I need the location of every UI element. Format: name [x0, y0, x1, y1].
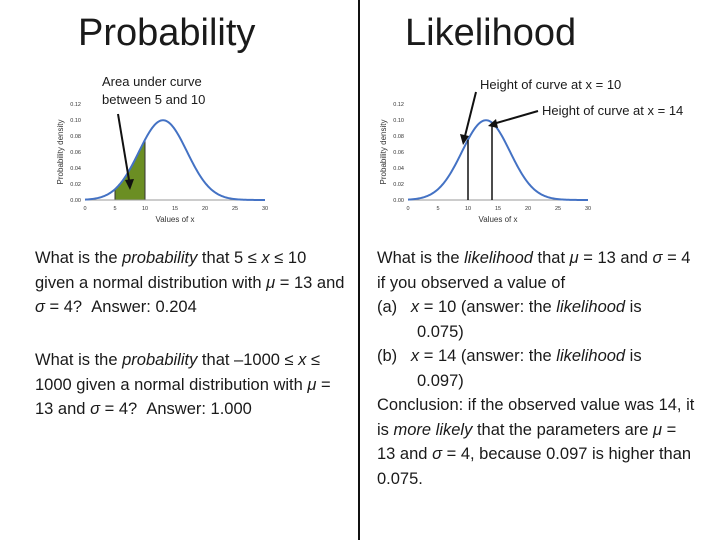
y-tick-label: 0.08 [70, 134, 81, 140]
x-tick-label: 0 [406, 206, 409, 212]
probability-chart: 0 5 10 15 20 25 30 0.00 0.02 0.04 0.06 0.08 0.10 0.12… [56, 102, 268, 224]
likelihood-title: Likelihood [405, 12, 577, 54]
y-tick-label: 0.04 [393, 166, 404, 172]
density-curve [407, 119, 588, 201]
x-tick-label: 25 [555, 206, 561, 212]
y-tick-label: 0.06 [393, 150, 404, 156]
area-arrow [117, 113, 134, 190]
x-tick-label: 10 [142, 206, 148, 212]
item-b: (b) x = 14 (answer: the likelihood is [377, 347, 642, 365]
y-axis-label: Probability density [379, 120, 388, 185]
x-tick-label: 15 [495, 206, 501, 212]
area-annotation-line2: between 5 and 10 [102, 92, 206, 107]
question-1: What is the probability that 5 ≤ x ≤ 10 … [35, 249, 345, 316]
y-tick-label: 0.10 [70, 118, 81, 124]
likelihood-chart: 0 5 10 15 20 25 30 0.00 0.02 0.04 0.06 0.08 0.10 0.12… [379, 102, 591, 224]
x-tick-label: 5 [436, 206, 439, 212]
area-annotation: Area under curve between 5 and 10 [102, 73, 205, 109]
y-tick-label: 0.12 [70, 102, 81, 108]
y-tick-label: 0.08 [393, 134, 404, 140]
y-tick-label: 0.00 [393, 198, 404, 204]
likelihood-intro: What is the likelihood that μ = 13 and σ… [377, 249, 691, 292]
x-tick-label: 25 [232, 206, 238, 212]
x-tick-label: 20 [525, 206, 531, 212]
height-annotation-10: Height of curve at x = 10 [480, 77, 622, 92]
y-tick-label: 0.00 [70, 198, 81, 204]
x-tick-label: 30 [585, 206, 591, 212]
conclusion: Conclusion: if the observed value was 14… [377, 396, 695, 488]
probability-title: Probability [78, 12, 256, 54]
x-tick-label: 30 [262, 206, 268, 212]
question-2: What is the probability that –1000 ≤ x ≤… [35, 351, 331, 418]
density-curve [84, 119, 265, 201]
y-tick-label: 0.12 [393, 102, 404, 108]
y-tick-label: 0.06 [70, 150, 81, 156]
y-axis-label: Probability density [56, 120, 65, 185]
height-arrows [460, 91, 539, 145]
vertical-divider [358, 0, 360, 540]
x-axis-label: Values of x [479, 215, 518, 224]
height-annotation-14: Height of curve at x = 14 [542, 103, 684, 118]
x-tick-label: 15 [172, 206, 178, 212]
item-b-continuation: 0.097) [417, 371, 464, 390]
x-tick-label: 0 [83, 206, 86, 212]
x-tick-label: 10 [465, 206, 471, 212]
y-tick-label: 0.02 [70, 182, 81, 188]
area-annotation-line1: Area under curve [102, 74, 202, 89]
y-tick-label: 0.02 [393, 182, 404, 188]
x-tick-label: 5 [113, 206, 116, 212]
x-tick-label: 20 [202, 206, 208, 212]
y-tick-label: 0.04 [70, 166, 81, 172]
item-a: (a) x = 10 (answer: the likelihood is [377, 298, 642, 316]
item-a-continuation: 0.075) [417, 322, 464, 341]
x-axis-label: Values of x [156, 215, 195, 224]
likelihood-text: What is the likelihood that μ = 13 and σ… [377, 246, 697, 491]
y-tick-label: 0.10 [393, 118, 404, 124]
